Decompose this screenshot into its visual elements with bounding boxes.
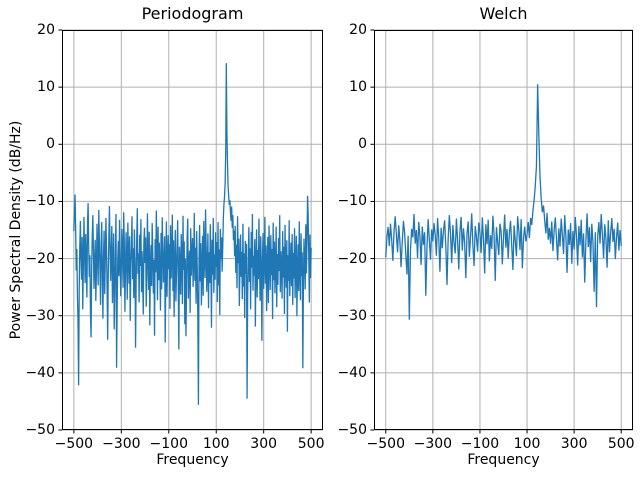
y-tick-label: −10 bbox=[337, 193, 367, 210]
axes-spines bbox=[62, 30, 323, 430]
y-tick-label: 10 bbox=[37, 79, 55, 96]
x-tick-label: 500 bbox=[607, 436, 635, 452]
y-tick-label: −30 bbox=[25, 307, 55, 324]
y-tick-label: −30 bbox=[337, 307, 367, 324]
x-tick-label: −500 bbox=[366, 436, 405, 452]
x-tick-label: 100 bbox=[513, 436, 541, 452]
y-tick-label: −50 bbox=[337, 422, 367, 438]
psd-line bbox=[73, 63, 312, 405]
x-tick-label: −300 bbox=[102, 436, 141, 452]
y-tick-label: 0 bbox=[46, 136, 55, 153]
y-tick-label: −40 bbox=[25, 364, 55, 381]
x-tick-label: −300 bbox=[413, 436, 453, 452]
y-tick-label: 20 bbox=[37, 22, 55, 38]
y-tick-label: 0 bbox=[358, 136, 367, 153]
axes-spines bbox=[374, 30, 633, 430]
x-tick-label: 300 bbox=[250, 436, 278, 452]
plot-title-welch: Welch bbox=[479, 4, 528, 23]
y-axis-label: Power Spectral Density (dB/Hz) bbox=[8, 120, 24, 340]
x-tick-label: −100 bbox=[460, 436, 500, 452]
x-axis-label-periodogram: Frequency bbox=[156, 452, 229, 468]
x-axis-label-welch: Frequency bbox=[467, 452, 540, 468]
psd-line bbox=[385, 84, 622, 320]
plot-title-periodogram: Periodogram bbox=[141, 4, 244, 23]
y-tick-label: −40 bbox=[337, 364, 367, 381]
y-tick-label: −20 bbox=[337, 250, 367, 267]
y-tick-label: 10 bbox=[349, 79, 367, 96]
y-tick-label: 20 bbox=[349, 22, 367, 38]
x-tick-label: 100 bbox=[202, 436, 230, 452]
x-tick-label: 300 bbox=[560, 436, 588, 452]
y-tick-label: −20 bbox=[25, 250, 55, 267]
x-tick-label: 500 bbox=[297, 436, 325, 452]
x-tick-label: −500 bbox=[54, 436, 94, 452]
x-tick-label: −100 bbox=[149, 436, 188, 452]
y-tick-label: −50 bbox=[25, 422, 55, 438]
y-tick-label: −10 bbox=[25, 193, 55, 210]
plot-area-welch bbox=[370, 29, 633, 434]
plot-area-periodogram bbox=[58, 29, 323, 434]
